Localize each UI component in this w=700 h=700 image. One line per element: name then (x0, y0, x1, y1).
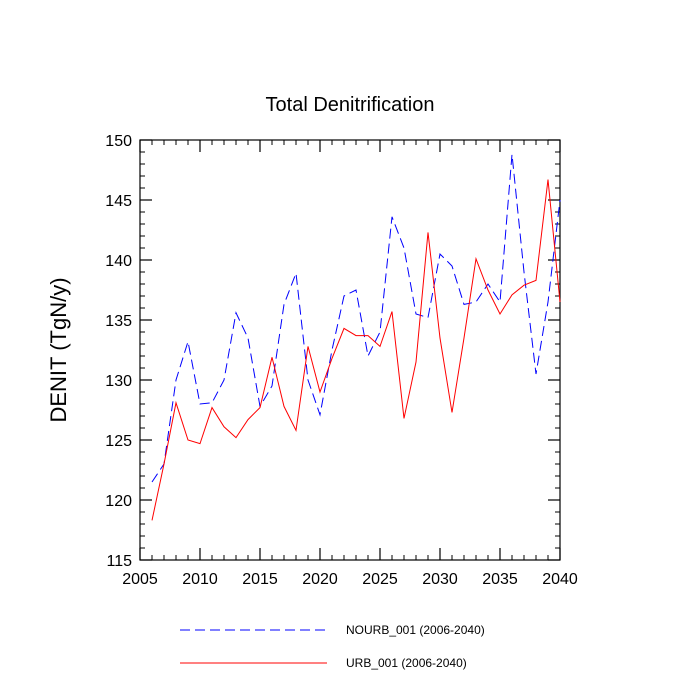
y-tick-label: 130 (105, 373, 132, 390)
chart-title: Total Denitrification (266, 94, 435, 116)
x-tick-label: 2030 (422, 571, 458, 588)
x-tick-label: 2010 (182, 571, 218, 588)
y-tick-label: 125 (105, 433, 132, 450)
y-tick-label: 140 (105, 253, 132, 270)
y-tick-label: 135 (105, 313, 132, 330)
plot-area: 2005 2010 2015 2020 2025 2030 2035 2040 115 120 12… (105, 133, 578, 588)
x-tick-label: 2025 (362, 571, 398, 588)
x-tick-label: 2035 (482, 571, 518, 588)
series-line-1 (151, 154, 561, 483)
series-line-2 (151, 179, 561, 521)
y-tick-label: 115 (106, 553, 132, 570)
legend-label-2: URB_001 (2006-2040) (346, 656, 467, 670)
legend-label-1: NOURB_001 (2006-2040) (346, 623, 485, 637)
y-tick-label: 145 (105, 193, 132, 210)
x-tick-label: 2015 (242, 571, 278, 588)
y-tick-label: 150 (105, 133, 132, 150)
y-axis-label: DENIT (TgN/y) (46, 277, 71, 422)
x-tick-label: 2040 (542, 571, 578, 588)
plot-frame (139, 139, 561, 561)
legend: NOURB_001 (2006-2040) URB_001 (2006-2040) (180, 623, 485, 670)
y-tick-label: 120 (105, 493, 132, 510)
x-tick-label: 2005 (122, 571, 158, 588)
x-tick-label: 2020 (302, 571, 338, 588)
